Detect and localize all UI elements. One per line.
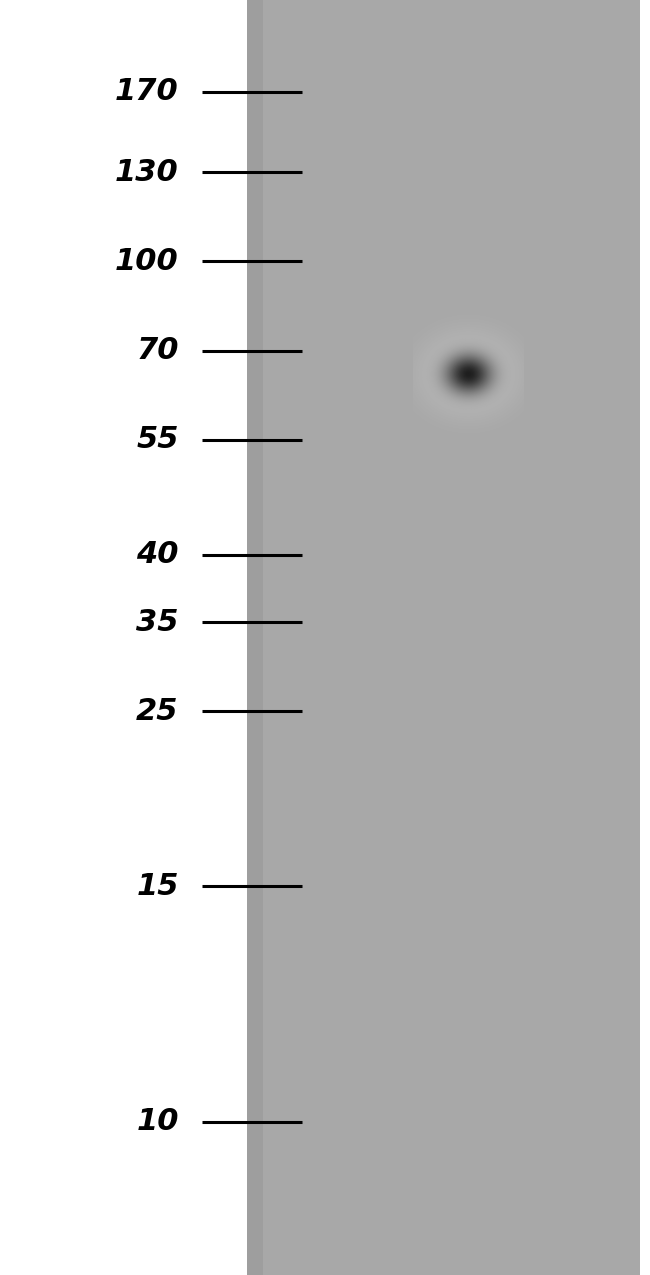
Text: 170: 170 [115,78,179,106]
Text: 15: 15 [136,872,179,900]
Text: 55: 55 [136,426,179,454]
Text: 100: 100 [115,247,179,275]
Text: 10: 10 [136,1108,179,1136]
Text: 25: 25 [136,697,179,725]
Bar [247,0,640,1275]
Text: 40: 40 [136,541,179,569]
Text: 130: 130 [115,158,179,186]
Bar [0,0,247,1275]
Text: 70: 70 [136,337,179,365]
Text: 35: 35 [136,608,179,636]
Bar [247,0,263,1275]
